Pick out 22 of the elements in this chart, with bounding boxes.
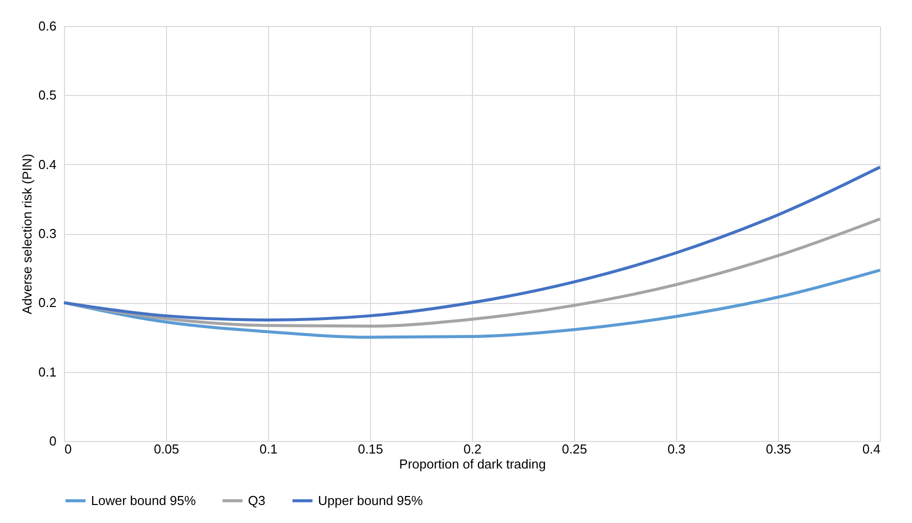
y-tick-label: 0.4 (38, 156, 56, 172)
y-tick-label: 0.3 (38, 226, 56, 241)
x-tick-label: 0.3 (667, 442, 686, 456)
x-tick-label: 0.25 (562, 442, 588, 456)
x-tick-label: 0.15 (358, 442, 384, 456)
x-tick-label: 0.1 (259, 442, 278, 456)
legend-label: Lower bound 95% (91, 492, 196, 508)
x-axis-title: Proportion of dark trading (399, 456, 546, 472)
legend-label: Upper bound 95% (318, 492, 424, 508)
x-tick-label: 0 (64, 442, 72, 456)
y-tick-label: 0.5 (38, 88, 56, 103)
x-tick-label: 0.2 (463, 442, 482, 456)
line-series (62, 166, 882, 322)
y-tick-label: 0.1 (38, 364, 56, 380)
y-axis-title: Adverse selection risk (PIN) (19, 154, 34, 314)
x-tick-label: 0.4 (862, 442, 880, 456)
x-tick-label: 0.35 (766, 442, 792, 456)
x-tick-label: 0.05 (154, 442, 180, 456)
line-series (62, 268, 882, 339)
y-tick-label: 0.2 (38, 295, 56, 310)
legend-label: Q3 (248, 492, 266, 508)
y-tick-label: 0.6 (38, 18, 56, 34)
